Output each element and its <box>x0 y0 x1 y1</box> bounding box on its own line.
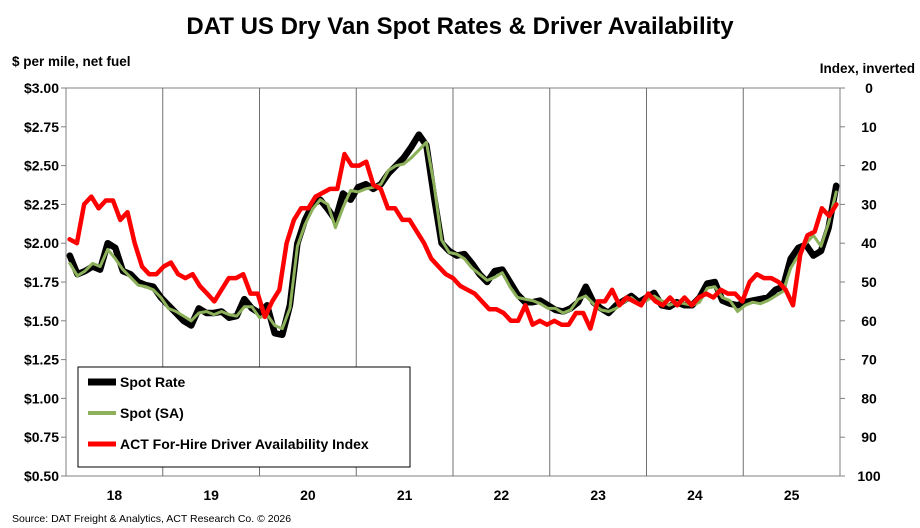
left-tick-label: $2.50 <box>24 158 59 174</box>
right-axis: 0 10 20 30 40 50 60 70 80 90 100 <box>840 80 881 484</box>
left-tick-label: $0.50 <box>24 468 59 484</box>
x-tick-label: 23 <box>590 487 606 503</box>
left-tick-label: $3.00 <box>24 80 59 96</box>
left-axis-title: $ per mile, net fuel <box>12 54 131 69</box>
left-tick-label: $2.75 <box>24 119 59 135</box>
right-tick-label: 10 <box>861 119 877 135</box>
left-tick-label: $1.50 <box>24 313 59 329</box>
right-tick-label: 30 <box>861 196 877 212</box>
legend-label-spot-sa: Spot (SA) <box>120 405 184 421</box>
right-tick-label: 60 <box>861 313 877 329</box>
series-lines <box>66 131 840 339</box>
x-tick-label: 24 <box>687 487 703 503</box>
left-tick-label: $2.00 <box>24 235 59 251</box>
legend-label-driver-availability: ACT For-Hire Driver Availability Index <box>120 436 369 452</box>
series-line-driver-availability <box>67 151 839 331</box>
x-axis: 18 19 20 21 22 23 24 25 <box>107 487 800 503</box>
right-tick-label: 80 <box>861 390 877 406</box>
right-axis-title: Index, inverted <box>820 61 915 76</box>
x-tick-label: 21 <box>397 487 413 503</box>
x-tick-label: 19 <box>203 487 219 503</box>
x-tick-label: 20 <box>300 487 316 503</box>
left-tick-label: $0.75 <box>24 429 59 445</box>
right-tick-label: 40 <box>861 235 877 251</box>
chart-title: DAT US Dry Van Spot Rates & Driver Avail… <box>186 13 734 40</box>
left-axis: $3.00 $2.75 $2.50 $2.25 $2.00 $1.75 $1.50 $1.25… <box>24 80 66 484</box>
right-tick-label: 0 <box>865 80 873 96</box>
x-tick-label: 25 <box>784 487 800 503</box>
legend-label-spot-rate: Spot Rate <box>120 374 186 390</box>
right-tick-label: 20 <box>861 158 877 174</box>
left-tick-label: $2.25 <box>24 196 59 212</box>
right-tick-label: 70 <box>861 352 877 368</box>
left-tick-label: $1.25 <box>24 352 59 368</box>
x-tick-label: 22 <box>494 487 510 503</box>
legend: Spot Rate Spot (SA) ACT For-Hire Driver … <box>77 366 411 468</box>
legend-box <box>77 366 411 468</box>
left-tick-label: $1.00 <box>24 390 59 406</box>
right-tick-label: 90 <box>861 429 877 445</box>
series-line-spot-sa <box>68 140 838 331</box>
x-tick-label: 18 <box>107 487 123 503</box>
left-tick-label: $1.75 <box>24 274 59 290</box>
right-tick-label: 100 <box>857 468 881 484</box>
source-note: Source: DAT Freight & Analytics, ACT Res… <box>12 513 291 525</box>
right-tick-label: 50 <box>861 274 877 290</box>
